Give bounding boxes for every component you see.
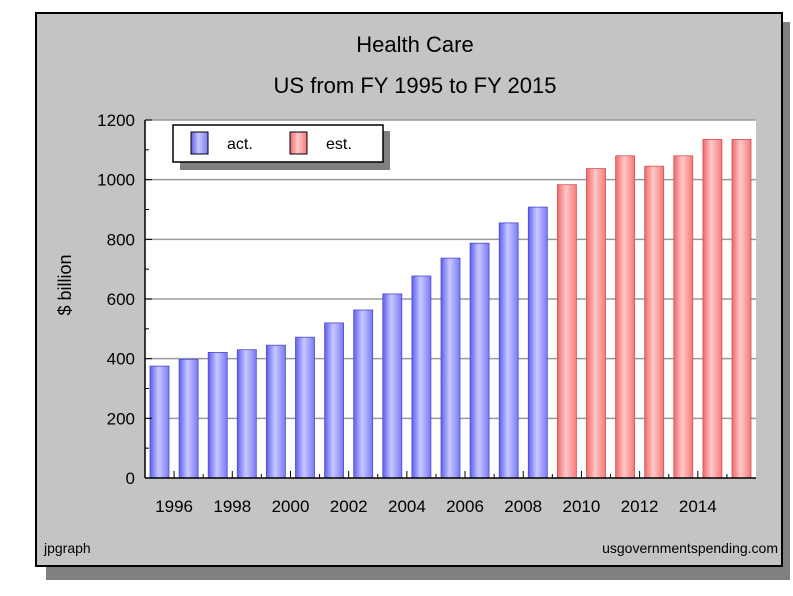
bar-est-2013 — [673, 155, 694, 479]
x-tick-label: 2004 — [388, 497, 426, 516]
x-tick-labels: 1996 1998 2000 2002 2004 2006 2008 2010 2012 2014 — [155, 497, 717, 516]
y-tick-label: 1000 — [97, 171, 135, 190]
x-tick-label: 2006 — [446, 497, 484, 516]
bar-act-2002 — [353, 309, 374, 479]
bar-act-1999 — [265, 344, 286, 479]
y-tick-label: 200 — [107, 409, 135, 428]
footer-right: usgovernmentspending.com — [602, 540, 778, 556]
y-tick-label: 400 — [107, 350, 135, 369]
bar-est-2014 — [702, 138, 723, 479]
bar-act-1995 — [149, 365, 170, 479]
legend-swatch-est — [289, 131, 308, 155]
bar-act-2005 — [440, 257, 461, 479]
y-tick-label: 0 — [126, 469, 135, 488]
x-tick-label: 2008 — [504, 497, 542, 516]
bar-est-2012 — [644, 165, 665, 479]
bar-act-2000 — [295, 336, 315, 479]
axes — [144, 119, 756, 479]
bar-act-1997 — [207, 351, 228, 479]
y-axis-label: $ billion — [55, 254, 75, 315]
bar-est-2015 — [731, 138, 752, 479]
x-tick-label: 2014 — [679, 497, 717, 516]
x-tick-label: 1996 — [155, 497, 193, 516]
bar-act-2006 — [469, 242, 490, 479]
bar-act-2007 — [498, 222, 519, 479]
y-tick-labels: 0 200 400 600 800 1000 1200 — [97, 111, 135, 488]
bar-act-2008 — [527, 206, 548, 479]
legend: act. est. — [172, 124, 390, 170]
x-tick-label: 1998 — [213, 497, 251, 516]
x-tick-label: 2010 — [562, 497, 600, 516]
legend-swatch-act — [190, 131, 209, 155]
y-tick-label: 1200 — [97, 111, 135, 130]
x-tick-label: 2012 — [621, 497, 659, 516]
bar-est-2009 — [557, 184, 577, 479]
chart-title: Health Care — [356, 32, 473, 57]
bars — [149, 138, 752, 479]
x-tick-label: 2000 — [272, 497, 310, 516]
bar-act-1998 — [236, 349, 257, 479]
bar-act-2001 — [324, 322, 345, 479]
bar-act-1996 — [178, 358, 199, 479]
bar-act-2004 — [411, 275, 432, 479]
bar-est-2011 — [615, 155, 635, 479]
y-tick-label: 600 — [107, 290, 135, 309]
x-tick-label: 2002 — [330, 497, 368, 516]
footer-left: jpgraph — [43, 540, 91, 556]
bar-est-2010 — [586, 168, 606, 479]
y-tick-label: 800 — [107, 230, 135, 249]
legend-label-act: act. — [227, 136, 253, 153]
chart-subtitle: US from FY 1995 to FY 2015 — [274, 73, 557, 98]
legend-label-est: est. — [326, 136, 352, 153]
bar-act-2003 — [382, 293, 403, 479]
